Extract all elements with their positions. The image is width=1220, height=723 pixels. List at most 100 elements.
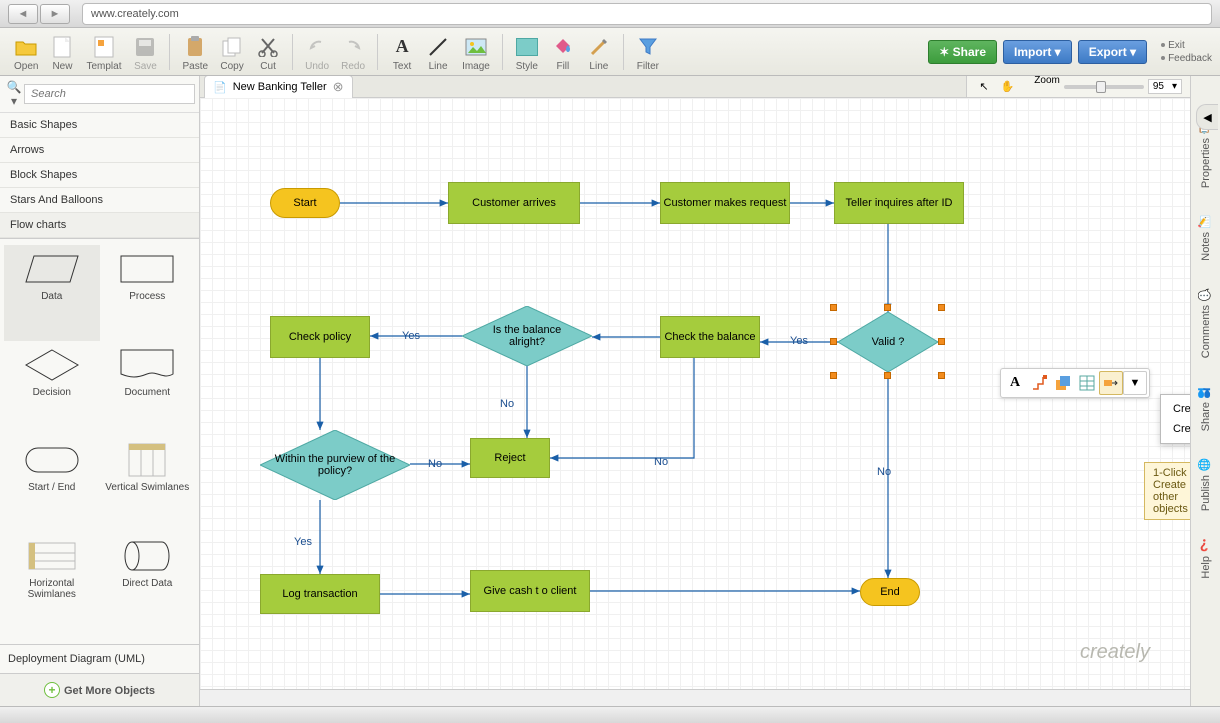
redo-button[interactable]: Redo [335,30,371,74]
node-balok[interactable]: Is the balance alright? [462,306,592,366]
canvas[interactable]: A ▼ Create a Decision Create a Start / E… [200,98,1190,689]
node-reject[interactable]: Reject [470,438,550,478]
status-bar [0,706,1220,723]
node-checkbal[interactable]: Check the balance [660,316,760,358]
shape-data[interactable]: Data [4,245,100,341]
right-panel: Properties📋 Notes📝 Comments💬 Share👥 Publ… [1190,76,1220,706]
main-toolbar: Open New Templat Save Paste Copy Cut Und… [0,28,1220,76]
publish-icon: 🌐 [1198,455,1214,471]
get-more-objects-button[interactable]: Get More Objects [0,673,199,706]
share-button[interactable]: ✶ Share [928,40,997,64]
shape-horizontal-swimlanes[interactable]: Horizontal Swimlanes [4,532,100,639]
paste-button[interactable]: Paste [176,30,214,74]
category-deployment-uml[interactable]: Deployment Diagram (UML) [0,644,199,673]
url-bar[interactable]: www.creately.com [82,3,1212,25]
category-list: Basic Shapes Arrows Block Shapes Stars A… [0,113,199,239]
left-panel: 🔍▾ Basic Shapes Arrows Block Shapes Star… [0,76,200,706]
ctx-arrange-button[interactable] [1051,371,1075,395]
comments-icon: 💬 [1198,285,1214,301]
side-tab-share[interactable]: Share👥 [1198,370,1214,443]
style-button[interactable]: Style [509,30,545,74]
create-tooltip: 1-Click Create other objects [1144,462,1190,520]
ctx-grid-button[interactable] [1075,371,1099,395]
expand-right-panel-button[interactable]: ◀ [1196,104,1218,130]
browser-bar: ◄ ► www.creately.com [0,0,1220,28]
save-button[interactable]: Save [127,30,163,74]
side-tab-help[interactable]: Help❓ [1198,524,1214,591]
shape-document[interactable]: Document [100,341,196,437]
ctx-connector-button[interactable] [1027,371,1051,395]
shape-process[interactable]: Process [100,245,196,341]
exit-link[interactable]: Exit [1161,40,1212,51]
feedback-link[interactable]: Feedback [1161,53,1212,64]
edge-label: No [428,458,442,470]
close-tab-icon[interactable]: ⊗ [333,79,344,95]
node-inquire[interactable]: Teller inquires after ID [834,182,964,224]
text-tool-button[interactable]: AText [384,30,420,74]
shape-search-input[interactable] [24,84,195,104]
category-block-shapes[interactable]: Block Shapes [0,163,199,188]
image-tool-button[interactable]: Image [456,30,496,74]
fill-button[interactable]: Fill [545,30,581,74]
new-button[interactable]: New [44,30,80,74]
node-purview[interactable]: Within the purview of the policy? [260,430,410,500]
node-request[interactable]: Customer makes request [660,182,790,224]
ctx-create-button[interactable] [1099,371,1123,395]
doc-icon: 📄 [213,81,227,94]
ctx-text-button[interactable]: A [1003,371,1027,395]
shape-decision[interactable]: Decision [4,341,100,437]
category-basic-shapes[interactable]: Basic Shapes [0,113,199,138]
category-flow-charts[interactable]: Flow charts [0,213,199,238]
node-policy[interactable]: Check policy [270,316,370,358]
node-givecash[interactable]: Give cash t o client [470,570,590,612]
ctx-dropdown-button[interactable]: ▼ [1123,371,1147,395]
document-tab[interactable]: 📄 New Banking Teller ⊗ [204,76,353,98]
zoom-value-select[interactable]: 95▾ [1148,79,1182,94]
notes-icon: 📝 [1198,212,1214,228]
edge-label: No [654,456,668,468]
node-end[interactable]: End [860,578,920,606]
pointer-tool-icon[interactable]: ↖ [975,80,992,93]
context-toolbar: A ▼ [1000,368,1150,398]
shape-direct-data[interactable]: Direct Data [100,532,196,639]
edge-label: Yes [402,330,420,342]
canvas-tools: ↖ ✋ Zoom 95▾ [966,76,1190,98]
node-valid[interactable]: Valid ? [838,312,938,372]
horizontal-scrollbar[interactable] [200,689,1190,706]
category-arrows[interactable]: Arrows [0,138,199,163]
template-button[interactable]: Templat [80,30,127,74]
line-style-button[interactable]: Line [581,30,617,74]
share-icon: 👥 [1198,382,1214,398]
category-stars-balloons[interactable]: Stars And Balloons [0,188,199,213]
document-tab-title: New Banking Teller [233,81,327,93]
search-icon: 🔍▾ [4,80,24,108]
line-tool-button[interactable]: Line [420,30,456,74]
node-arrives[interactable]: Customer arrives [448,182,580,224]
zoom-label: Zoom [1034,76,1060,86]
export-button[interactable]: Export ▾ [1078,40,1147,64]
side-tab-publish[interactable]: Publish🌐 [1198,443,1214,523]
side-tab-comments[interactable]: Comments💬 [1198,273,1214,370]
open-button[interactable]: Open [8,30,44,74]
menu-create-start-end[interactable]: Create a Start / End [1161,419,1190,439]
undo-button[interactable]: Undo [299,30,335,74]
side-tab-notes[interactable]: Notes📝 [1198,200,1214,273]
shape-vertical-swimlanes[interactable]: Vertical Swimlanes [100,436,196,532]
edge-label: No [877,466,891,478]
filter-button[interactable]: Filter [630,30,666,74]
edge-label: Yes [790,335,808,347]
shape-palette: Data Process Decision Document Start / E… [0,239,199,644]
node-log[interactable]: Log transaction [260,574,380,614]
pan-tool-icon[interactable]: ✋ [997,80,1019,93]
shape-start-end[interactable]: Start / End [4,436,100,532]
edge-label: No [500,398,514,410]
create-dropdown-menu: Create a Decision Create a Start / End [1160,394,1190,444]
menu-create-decision[interactable]: Create a Decision [1161,399,1190,419]
node-start[interactable]: Start [270,188,340,218]
nav-forward-button[interactable]: ► [40,4,70,24]
copy-button[interactable]: Copy [214,30,250,74]
cut-button[interactable]: Cut [250,30,286,74]
nav-back-button[interactable]: ◄ [8,4,38,24]
import-button[interactable]: Import ▾ [1003,40,1072,64]
zoom-slider[interactable] [1064,85,1144,89]
